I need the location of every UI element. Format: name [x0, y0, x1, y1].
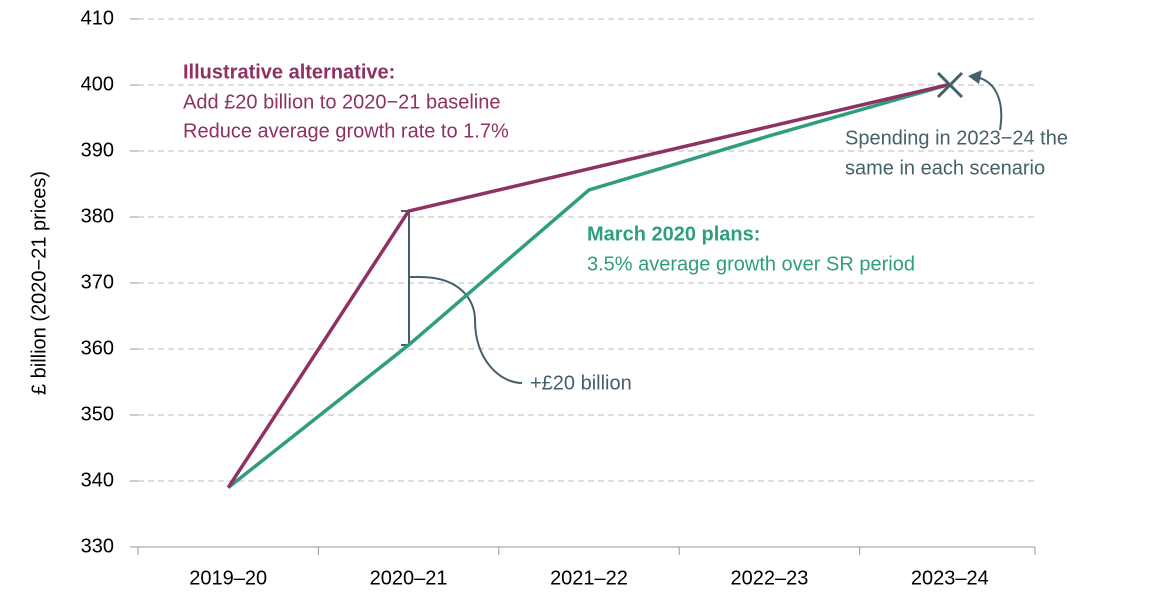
y-axis-label: £ billion (2020−21 prices) [28, 171, 50, 395]
y-tick-label: 390 [81, 139, 114, 161]
x-tick-label: 2019–20 [189, 567, 267, 589]
y-tick-label: 400 [81, 73, 114, 95]
x-tick-label: 2021–22 [550, 567, 628, 589]
annotation: 3.5% average growth over SR period [587, 253, 915, 275]
annotation: Spending in 2023−24 the [845, 127, 1068, 149]
same-point-marker [936, 71, 964, 99]
series-label: March 2020 plans: [587, 223, 760, 245]
bracket [401, 76, 1003, 384]
x-tick-label: 2023–24 [911, 567, 989, 589]
y-tick-label: 330 [81, 535, 114, 557]
y-tick-label: 360 [81, 337, 114, 359]
annotation: same in each scenario [845, 157, 1045, 179]
series-line [226, 82, 951, 489]
annotation: Add £20 billion to 2020−21 baseline [183, 91, 500, 113]
annotation: Reduce average growth rate to 1.7% [183, 120, 509, 142]
annotation: +£20 billion [530, 372, 632, 394]
y-tick-label: 350 [81, 403, 114, 425]
arrowhead [968, 70, 982, 84]
y-tick-label: 410 [81, 7, 114, 29]
series-label: Illustrative alternative: [183, 61, 395, 83]
y-tick-label: 380 [81, 205, 114, 227]
x-tick-label: 2022–23 [730, 567, 808, 589]
y-tick-label: 370 [81, 271, 114, 293]
y-tick-label: 340 [81, 469, 114, 491]
series-line [227, 82, 951, 489]
x-tick-label: 2020–21 [370, 567, 448, 589]
